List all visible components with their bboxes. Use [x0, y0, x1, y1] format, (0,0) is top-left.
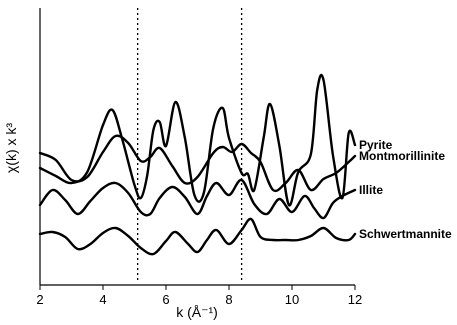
series-label-montmorillinite: Montmorillinite [359, 149, 445, 163]
x-axis-title: k (Å⁻¹) [176, 304, 218, 320]
x-tick-label-10: 10 [285, 292, 299, 307]
x-tick-label-12: 12 [348, 292, 362, 307]
series-label-schwertmannite: Schwertmannite [359, 227, 452, 241]
series-label-illite: Illite [359, 183, 383, 197]
x-ticks: 2 4 6 8 10 12 [36, 285, 362, 307]
series-line-pyrite [38, 73, 357, 207]
series-label-pyrite: Pyrite [359, 138, 393, 152]
reference-lines [136, 8, 243, 283]
series-line-schwertmannite [38, 217, 357, 256]
series-group [38, 73, 357, 256]
axes [39, 8, 355, 286]
x-tick-label-6: 6 [162, 292, 169, 307]
x-tick-label-8: 8 [225, 292, 232, 307]
y-axis-title: χ(k) x k³ [3, 123, 19, 173]
x-tick-label-4: 4 [99, 292, 106, 307]
series-line-montmorillinite [38, 134, 357, 193]
x-tick-label-2: 2 [36, 292, 43, 307]
series-line-illite [38, 178, 357, 220]
